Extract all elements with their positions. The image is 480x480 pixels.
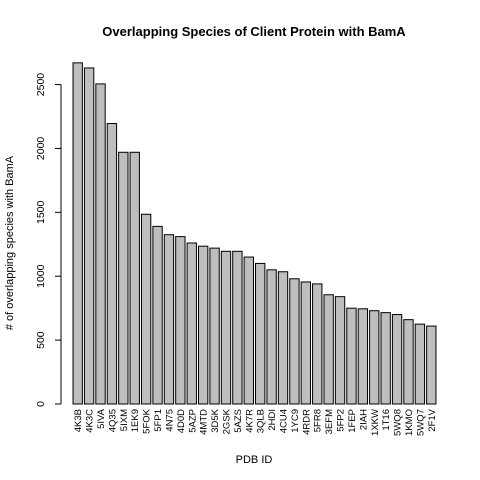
x-tick-label: 1T16: [381, 409, 392, 431]
bar-1XKW: [369, 310, 380, 405]
bar-4MTD: [198, 245, 209, 405]
x-tick-label: 4RDR: [301, 409, 312, 435]
x-tick-label: 2IAH: [358, 409, 369, 430]
x-tick-label: 4K3B: [73, 409, 84, 432]
x-tick-labels: 4K3B 4K3C 5IVA 4Q35 5IXM 1EK9 5FOK 5FP1 4N75 4D0D…: [73, 408, 438, 436]
bar-5FR8: [312, 283, 323, 405]
bar-1KMO: [403, 319, 414, 405]
x-tick-label: 2GSK: [221, 408, 232, 434]
bar-5AZP: [186, 242, 197, 405]
bar-5IVA: [95, 83, 106, 405]
bar-4CU4: [277, 271, 289, 405]
y-tick-label: 2000: [35, 137, 47, 161]
x-tick-label: 1KMO: [404, 409, 415, 436]
y-tick-label: 1500: [35, 200, 47, 224]
bar-5AZS: [232, 250, 243, 405]
y-tick-label: 1000: [35, 264, 47, 288]
y-tick-label: 500: [35, 331, 47, 349]
x-tick-label: 1XKW: [370, 409, 381, 436]
x-tick-label: 5FR8: [313, 409, 324, 432]
y-axis: 0 500 1000 1500 2000 2500: [35, 73, 62, 407]
x-tick-label: 4K3C: [85, 409, 96, 433]
x-tick-label: 4Q35: [107, 409, 118, 432]
x-tick-label: 1FEP: [347, 409, 358, 433]
bar-1YC9: [289, 278, 300, 405]
y-tick-label: 2500: [35, 73, 47, 97]
x-tick-label: 4N75: [164, 409, 175, 432]
x-tick-label: 5WQ7: [415, 409, 426, 436]
x-tick-label: 1YC9: [290, 409, 301, 433]
bar-2IAH: [357, 308, 369, 405]
bar-4K7R: [243, 256, 254, 405]
bar-4N75: [163, 234, 175, 405]
bar-5FP1: [152, 225, 163, 405]
bar-3EFM: [323, 294, 334, 405]
x-tick-label: 4D0D: [176, 409, 187, 433]
x-tick-label: 5AZS: [233, 409, 244, 433]
x-tick-label: 2F1V: [427, 408, 438, 431]
x-tick-label: 4CU4: [279, 409, 290, 433]
bar-3QLB: [255, 262, 266, 405]
bar-5FOK: [140, 213, 152, 405]
bar-3D5K: [209, 247, 220, 405]
bar-5WQ8: [391, 314, 403, 405]
bar-4K3B: [72, 62, 83, 405]
x-tick-label: 3D5K: [210, 408, 221, 432]
x-tick-label: 5IVA: [96, 408, 107, 429]
bar-5WQ7: [414, 323, 426, 405]
bar-5IXM: [118, 151, 129, 405]
x-tick-label: 5IXM: [119, 409, 130, 431]
bar-4K3C: [83, 67, 95, 405]
bar-4Q35: [106, 123, 118, 405]
x-tick-label: 5FP2: [336, 409, 347, 432]
bar-1EK9: [129, 151, 140, 405]
bar-4RDR: [300, 281, 311, 405]
x-tick-label: 1EK9: [130, 409, 141, 432]
bar-4D0D: [175, 236, 186, 405]
bars-group: [72, 62, 437, 405]
chart-title: Overlapping Species of Client Protein wi…: [102, 24, 406, 39]
bar-2GSK: [220, 250, 232, 405]
x-tick-label: 3EFM: [324, 409, 335, 434]
x-tick-label: 5FP1: [153, 409, 164, 432]
y-axis-label: # of overlapping species with BamA: [4, 155, 16, 330]
bar-2F1V: [426, 325, 437, 405]
x-axis-label: PDB ID: [236, 454, 273, 466]
bar-2HDI: [266, 269, 277, 405]
x-tick-label: 5AZP: [187, 409, 198, 433]
y-tick-label: 0: [35, 401, 47, 407]
x-tick-label: 2HDI: [267, 409, 278, 431]
x-tick-label: 4MTD: [199, 409, 210, 435]
x-tick-label: 3QLB: [256, 409, 267, 433]
x-tick-label: 5WQ8: [393, 409, 404, 436]
bar-5FP2: [334, 296, 346, 405]
bar-1T16: [380, 312, 391, 405]
bar-1FEP: [346, 307, 357, 405]
x-tick-label: 4K7R: [244, 409, 255, 433]
x-tick-label: 5FOK: [142, 408, 153, 433]
